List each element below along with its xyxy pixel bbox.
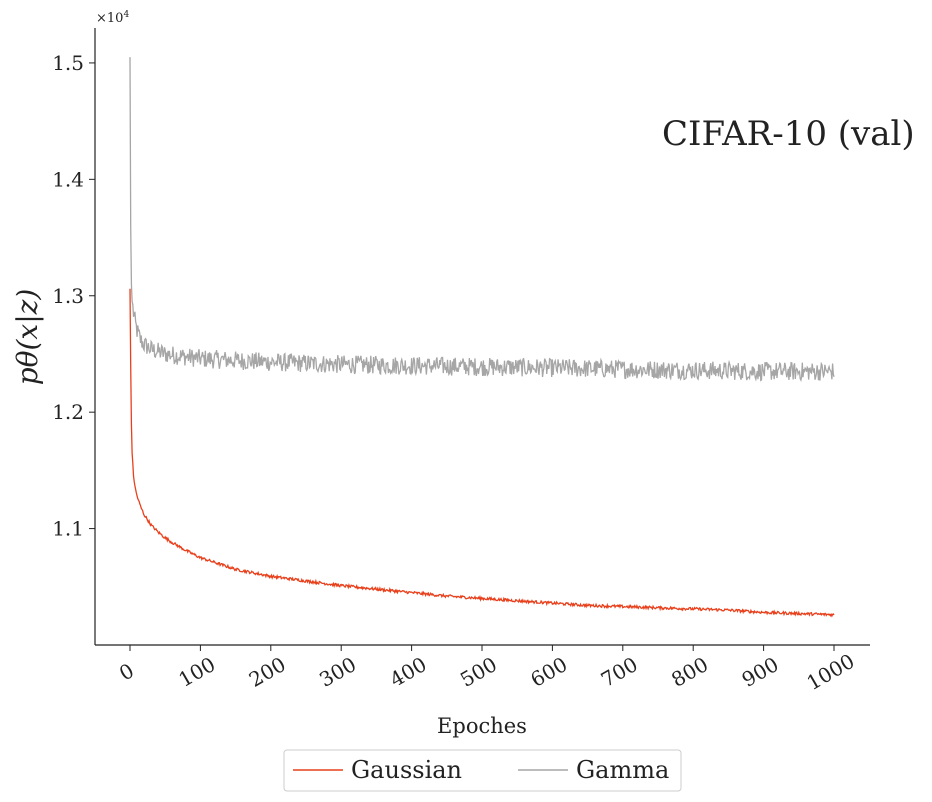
y-multiplier-exponent: 4 [123, 10, 129, 20]
x-tick-label: 700 [597, 652, 642, 692]
legend: Gaussian Gamma [283, 749, 682, 792]
x-tick-label: 900 [738, 652, 783, 692]
chart-annotation: CIFAR-10 (val) [662, 114, 915, 154]
x-tick-label: 100 [174, 652, 219, 692]
legend-label-gaussian: Gaussian [351, 756, 462, 784]
x-tick-label: 800 [667, 652, 712, 692]
y-ticks: 1.1 1.2 1.3 1.4 1.5 [52, 51, 95, 541]
y-tick-label: 1.2 [52, 400, 84, 424]
x-tick-label: 1000 [802, 649, 858, 695]
legend-frame [283, 749, 682, 792]
x-tick-label: 600 [526, 652, 571, 692]
legend-label-gamma: Gamma [576, 756, 669, 784]
y-tick-label: 1.3 [52, 284, 84, 308]
series-layer [129, 57, 835, 618]
x-tick-label: 300 [315, 652, 360, 692]
x-axis-label: Epoches [437, 714, 527, 738]
x-tick-label: 0 [115, 658, 138, 685]
series-line-gamma [129, 57, 835, 383]
y-tick-label: 1.1 [52, 517, 84, 541]
y-multiplier-base: ×10 [96, 11, 123, 26]
y-tick-label: 1.5 [52, 51, 84, 75]
y-axis-label: pθ(x|z) [11, 289, 44, 386]
x-ticks: 0 100 200 300 400 500 600 700 800 900 1000 [115, 645, 859, 695]
x-tick-label: 400 [386, 652, 431, 692]
y-multiplier: ×104 [96, 10, 129, 26]
series-line-gaussian [129, 288, 835, 618]
x-tick-label: 200 [245, 652, 290, 692]
x-tick-label: 500 [456, 652, 501, 692]
y-tick-label: 1.4 [52, 167, 84, 191]
